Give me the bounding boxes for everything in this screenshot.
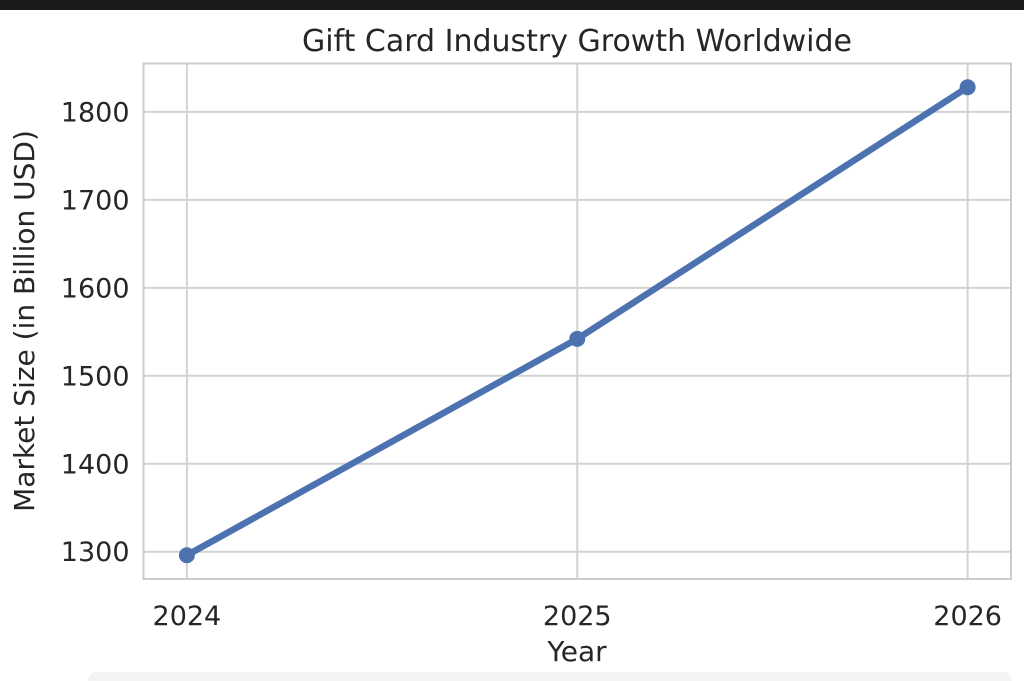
- data-point: [178, 547, 195, 564]
- plot-border: [142, 62, 1012, 580]
- y-axis-label: Market Size (in Billion USD): [8, 130, 41, 512]
- x-tick-label: 2026: [933, 601, 1002, 632]
- chart-title: Gift Card Industry Growth Worldwide: [302, 24, 852, 59]
- y-tick-label: 1700: [61, 185, 130, 216]
- x-tick-label: 2024: [153, 601, 222, 632]
- x-axis-label: Year: [546, 635, 607, 668]
- x-tick-labels: 2024 2025 2026: [153, 601, 1002, 632]
- y-tick-label: 1800: [61, 97, 130, 128]
- top-black-bar: [0, 0, 1024, 10]
- bottom-strip: [88, 672, 1012, 681]
- gridlines: [143, 63, 1011, 579]
- x-tick-label: 2025: [543, 601, 612, 632]
- y-tick-labels: 1300 1400 1500 1600 1700 1800: [61, 97, 130, 568]
- data-point: [569, 330, 586, 347]
- series-data-points: [178, 79, 976, 564]
- y-tick-label: 1600: [61, 273, 130, 304]
- y-tick-label: 1500: [61, 361, 130, 392]
- y-tick-label: 1400: [61, 449, 130, 480]
- y-tick-label: 1300: [61, 537, 130, 568]
- data-point: [959, 79, 976, 96]
